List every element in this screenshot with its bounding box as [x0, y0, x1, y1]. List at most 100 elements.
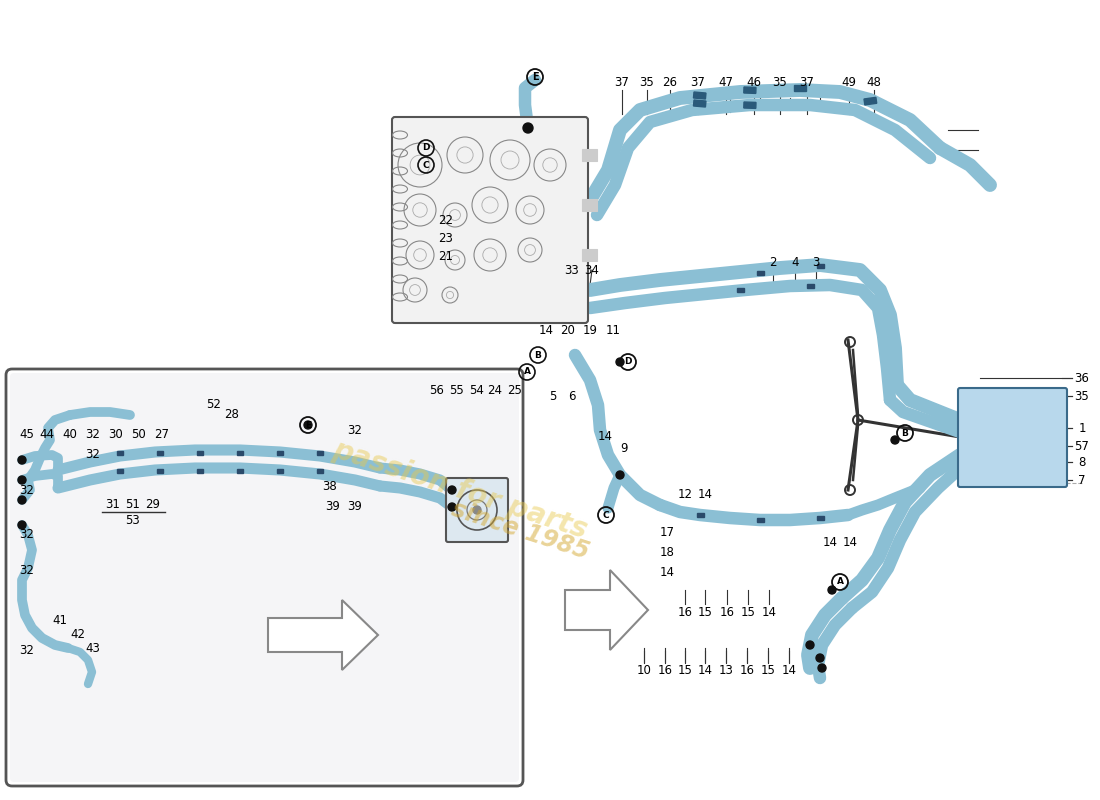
Circle shape	[18, 496, 26, 504]
FancyBboxPatch shape	[10, 373, 519, 782]
Text: 51: 51	[125, 498, 141, 511]
Bar	[744, 102, 756, 109]
FancyBboxPatch shape	[6, 369, 522, 786]
Text: 34: 34	[584, 263, 600, 277]
Text: 9: 9	[620, 442, 628, 454]
Circle shape	[828, 586, 836, 594]
Circle shape	[818, 664, 826, 672]
Text: 42: 42	[70, 629, 86, 642]
Bar	[744, 87, 756, 94]
Text: 56: 56	[430, 383, 444, 397]
Text: 14: 14	[761, 606, 777, 618]
Circle shape	[18, 456, 26, 464]
Text: B: B	[902, 429, 909, 438]
Circle shape	[448, 503, 456, 511]
Bar	[117, 469, 123, 473]
Text: 14: 14	[697, 489, 713, 502]
Text: 22: 22	[439, 214, 453, 226]
Text: 35: 35	[772, 75, 788, 89]
Text: 36: 36	[1075, 371, 1089, 385]
Text: 2: 2	[769, 255, 777, 269]
Text: A: A	[836, 578, 844, 586]
Bar	[582, 149, 597, 161]
Bar	[582, 199, 597, 211]
Polygon shape	[268, 600, 378, 670]
Text: 32: 32	[20, 483, 34, 497]
Text: 14: 14	[539, 323, 553, 337]
Text: 30: 30	[109, 429, 123, 442]
Text: 32: 32	[20, 529, 34, 542]
Bar	[317, 451, 323, 455]
Text: 16: 16	[739, 663, 755, 677]
Text: since 1985: since 1985	[448, 497, 592, 563]
Text: A: A	[524, 367, 530, 377]
Bar	[816, 264, 824, 268]
Text: B: B	[535, 350, 541, 359]
Text: 37: 37	[615, 75, 629, 89]
FancyBboxPatch shape	[392, 117, 588, 323]
Text: D: D	[625, 358, 631, 366]
Bar	[737, 288, 744, 292]
Text: 35: 35	[639, 75, 654, 89]
Text: 46: 46	[747, 75, 761, 89]
Text: 16: 16	[678, 606, 693, 618]
Text: 32: 32	[20, 643, 34, 657]
Bar	[794, 85, 806, 91]
Text: 15: 15	[760, 663, 775, 677]
Bar	[582, 249, 597, 261]
Text: 15: 15	[740, 606, 756, 618]
Circle shape	[473, 506, 481, 514]
Text: passion for parts: passion for parts	[329, 435, 591, 545]
Text: E: E	[305, 421, 311, 430]
Text: 3: 3	[812, 255, 820, 269]
Bar	[864, 98, 877, 105]
Circle shape	[304, 421, 312, 429]
Text: 54: 54	[470, 383, 484, 397]
Text: 25: 25	[507, 383, 522, 397]
Circle shape	[448, 486, 456, 494]
Text: 15: 15	[678, 663, 692, 677]
Text: 44: 44	[40, 429, 55, 442]
Text: 33: 33	[564, 263, 580, 277]
Bar	[197, 469, 204, 473]
Text: 7: 7	[1078, 474, 1086, 486]
Text: 4: 4	[791, 255, 799, 269]
Text: 40: 40	[63, 429, 77, 442]
Text: 45: 45	[20, 429, 34, 442]
Bar	[117, 451, 123, 455]
Text: 20: 20	[561, 323, 575, 337]
Text: 55: 55	[450, 383, 464, 397]
Bar	[157, 469, 163, 473]
Text: 48: 48	[867, 75, 881, 89]
Text: 14: 14	[597, 430, 613, 443]
Text: 47: 47	[718, 75, 734, 89]
Text: 35: 35	[1075, 390, 1089, 402]
Circle shape	[616, 358, 624, 366]
Text: 17: 17	[660, 526, 674, 538]
Bar	[757, 518, 763, 522]
FancyBboxPatch shape	[958, 388, 1067, 487]
Bar	[696, 513, 704, 517]
Text: 8: 8	[1078, 455, 1086, 469]
Text: 32: 32	[86, 429, 100, 442]
Text: 38: 38	[322, 481, 338, 494]
Text: 12: 12	[678, 489, 693, 502]
Text: 49: 49	[842, 75, 857, 89]
Text: C: C	[422, 161, 429, 170]
Text: 57: 57	[1075, 439, 1089, 453]
Text: 24: 24	[487, 383, 503, 397]
Bar	[236, 469, 243, 473]
Text: 53: 53	[125, 514, 141, 526]
Text: 1: 1	[1078, 422, 1086, 434]
Text: 37: 37	[691, 75, 705, 89]
Text: 32: 32	[348, 423, 362, 437]
Circle shape	[522, 123, 534, 133]
Bar	[197, 451, 204, 455]
Text: 14: 14	[843, 535, 858, 549]
Text: 37: 37	[800, 75, 814, 89]
Text: 14: 14	[823, 535, 837, 549]
Circle shape	[806, 641, 814, 649]
Text: 14: 14	[697, 663, 713, 677]
Text: 14: 14	[660, 566, 674, 578]
Circle shape	[891, 436, 899, 444]
